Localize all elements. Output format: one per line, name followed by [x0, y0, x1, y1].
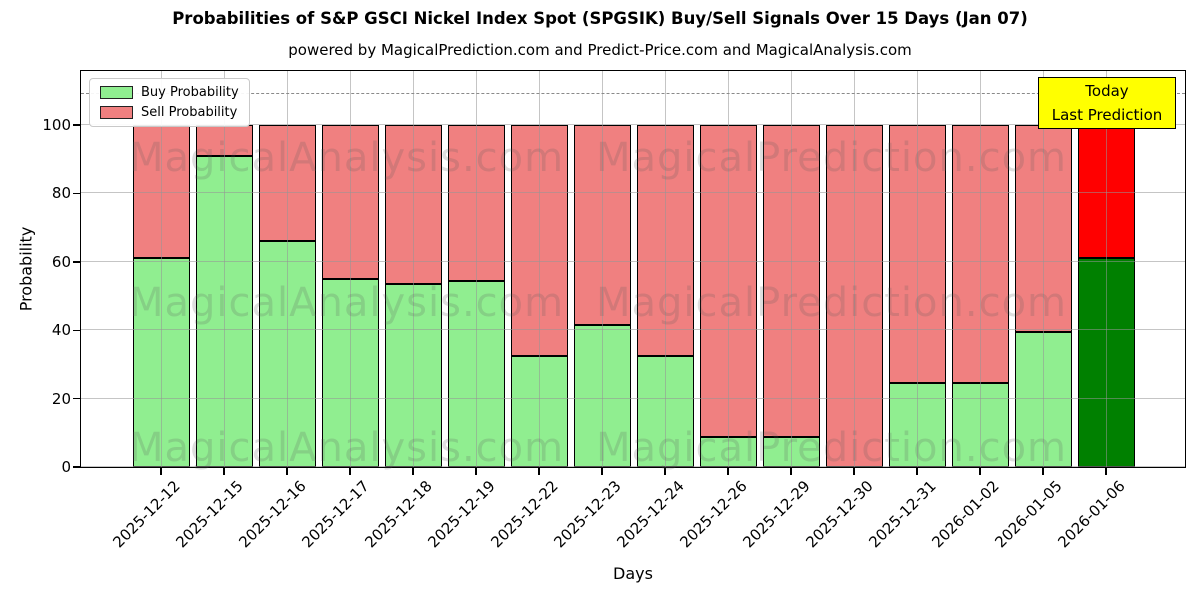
v-gridline [476, 71, 477, 467]
x-tick-mark [1042, 468, 1044, 475]
chart-subtitle: powered by MagicalPrediction.com and Pre… [288, 41, 912, 59]
x-tick-mark [538, 468, 540, 475]
x-tick-mark [475, 468, 477, 475]
v-gridline [791, 71, 792, 467]
today-annotation-line2: Last Prediction [1051, 106, 1163, 124]
chart-legend: Buy Probability Sell Probability [89, 78, 250, 127]
x-tick-mark [1105, 468, 1107, 475]
v-gridline [224, 71, 225, 467]
v-gridline [1043, 71, 1044, 467]
today-annotation: Today Last Prediction [1038, 77, 1176, 129]
watermark-text: MagicalAnalysis.com [129, 280, 565, 326]
watermark-text: MagicalPrediction.com [596, 280, 1067, 326]
y-tick-label: 0 [61, 458, 71, 476]
h-gridline [81, 397, 1185, 399]
plot-area: Buy Probability Sell Probability Today L… [42, 70, 1186, 551]
legend-label-sell: Sell Probability [141, 105, 238, 120]
x-tick-mark [853, 468, 855, 475]
y-tick-mark [73, 329, 80, 331]
y-tick-mark [73, 466, 80, 468]
x-tick-mark [601, 468, 603, 475]
y-tick-mark [73, 397, 80, 400]
v-gridline [728, 71, 729, 467]
buy-swatch-icon [100, 86, 133, 99]
v-gridline [980, 71, 981, 467]
y-tick-mark [73, 192, 80, 195]
h-gridline [81, 192, 1185, 194]
y-tick-label: 80 [51, 184, 71, 203]
x-tick-mark [412, 468, 414, 475]
watermark-text: MagicalAnalysis.com [129, 135, 565, 181]
v-gridline [665, 71, 666, 467]
v-gridline [1106, 71, 1107, 467]
y-tick-mark [73, 124, 80, 126]
y-tick-label: 60 [51, 252, 71, 271]
x-tick-mark [223, 468, 225, 475]
x-axis-title: Days [613, 564, 653, 583]
y-axis-title: Probability [16, 226, 36, 312]
watermark-text: MagicalPrediction.com [596, 425, 1067, 471]
x-tick-mark [727, 468, 729, 475]
sell-swatch-icon [100, 106, 133, 119]
y-tick-label: 40 [51, 321, 71, 340]
x-tick-mark [790, 468, 792, 475]
x-tick-mark [664, 468, 666, 475]
h-gridline [81, 260, 1185, 262]
h-gridline [81, 329, 1185, 331]
legend-item-buy: Buy Probability [100, 85, 239, 100]
v-gridline [917, 71, 918, 467]
watermark-text: MagicalPrediction.com [596, 135, 1067, 181]
y-tick-mark [73, 261, 80, 263]
chart-title: Probabilities of S&P GSCI Nickel Index S… [172, 9, 1028, 28]
v-gridline [854, 71, 855, 467]
v-gridline [350, 71, 351, 467]
v-gridline [539, 71, 540, 467]
y-tick-label: 100 [42, 116, 71, 134]
y-tick-label: 20 [51, 389, 71, 408]
threshold-dashed-line [81, 92, 1185, 94]
x-tick-mark [349, 468, 351, 475]
v-gridline [413, 71, 414, 467]
watermark-text: MagicalAnalysis.com [129, 425, 565, 471]
legend-label-buy: Buy Probability [141, 85, 239, 100]
x-tick-mark [286, 468, 288, 475]
h-gridline [81, 466, 1185, 467]
v-gridline [602, 71, 603, 467]
x-tick-mark [160, 468, 162, 475]
today-annotation-line1: Today [1085, 82, 1129, 100]
legend-item-sell: Sell Probability [100, 105, 239, 120]
v-gridline [161, 71, 162, 467]
v-gridline [287, 71, 288, 467]
x-tick-mark [916, 468, 918, 475]
x-tick-mark [979, 468, 981, 475]
h-gridline [81, 124, 1185, 125]
